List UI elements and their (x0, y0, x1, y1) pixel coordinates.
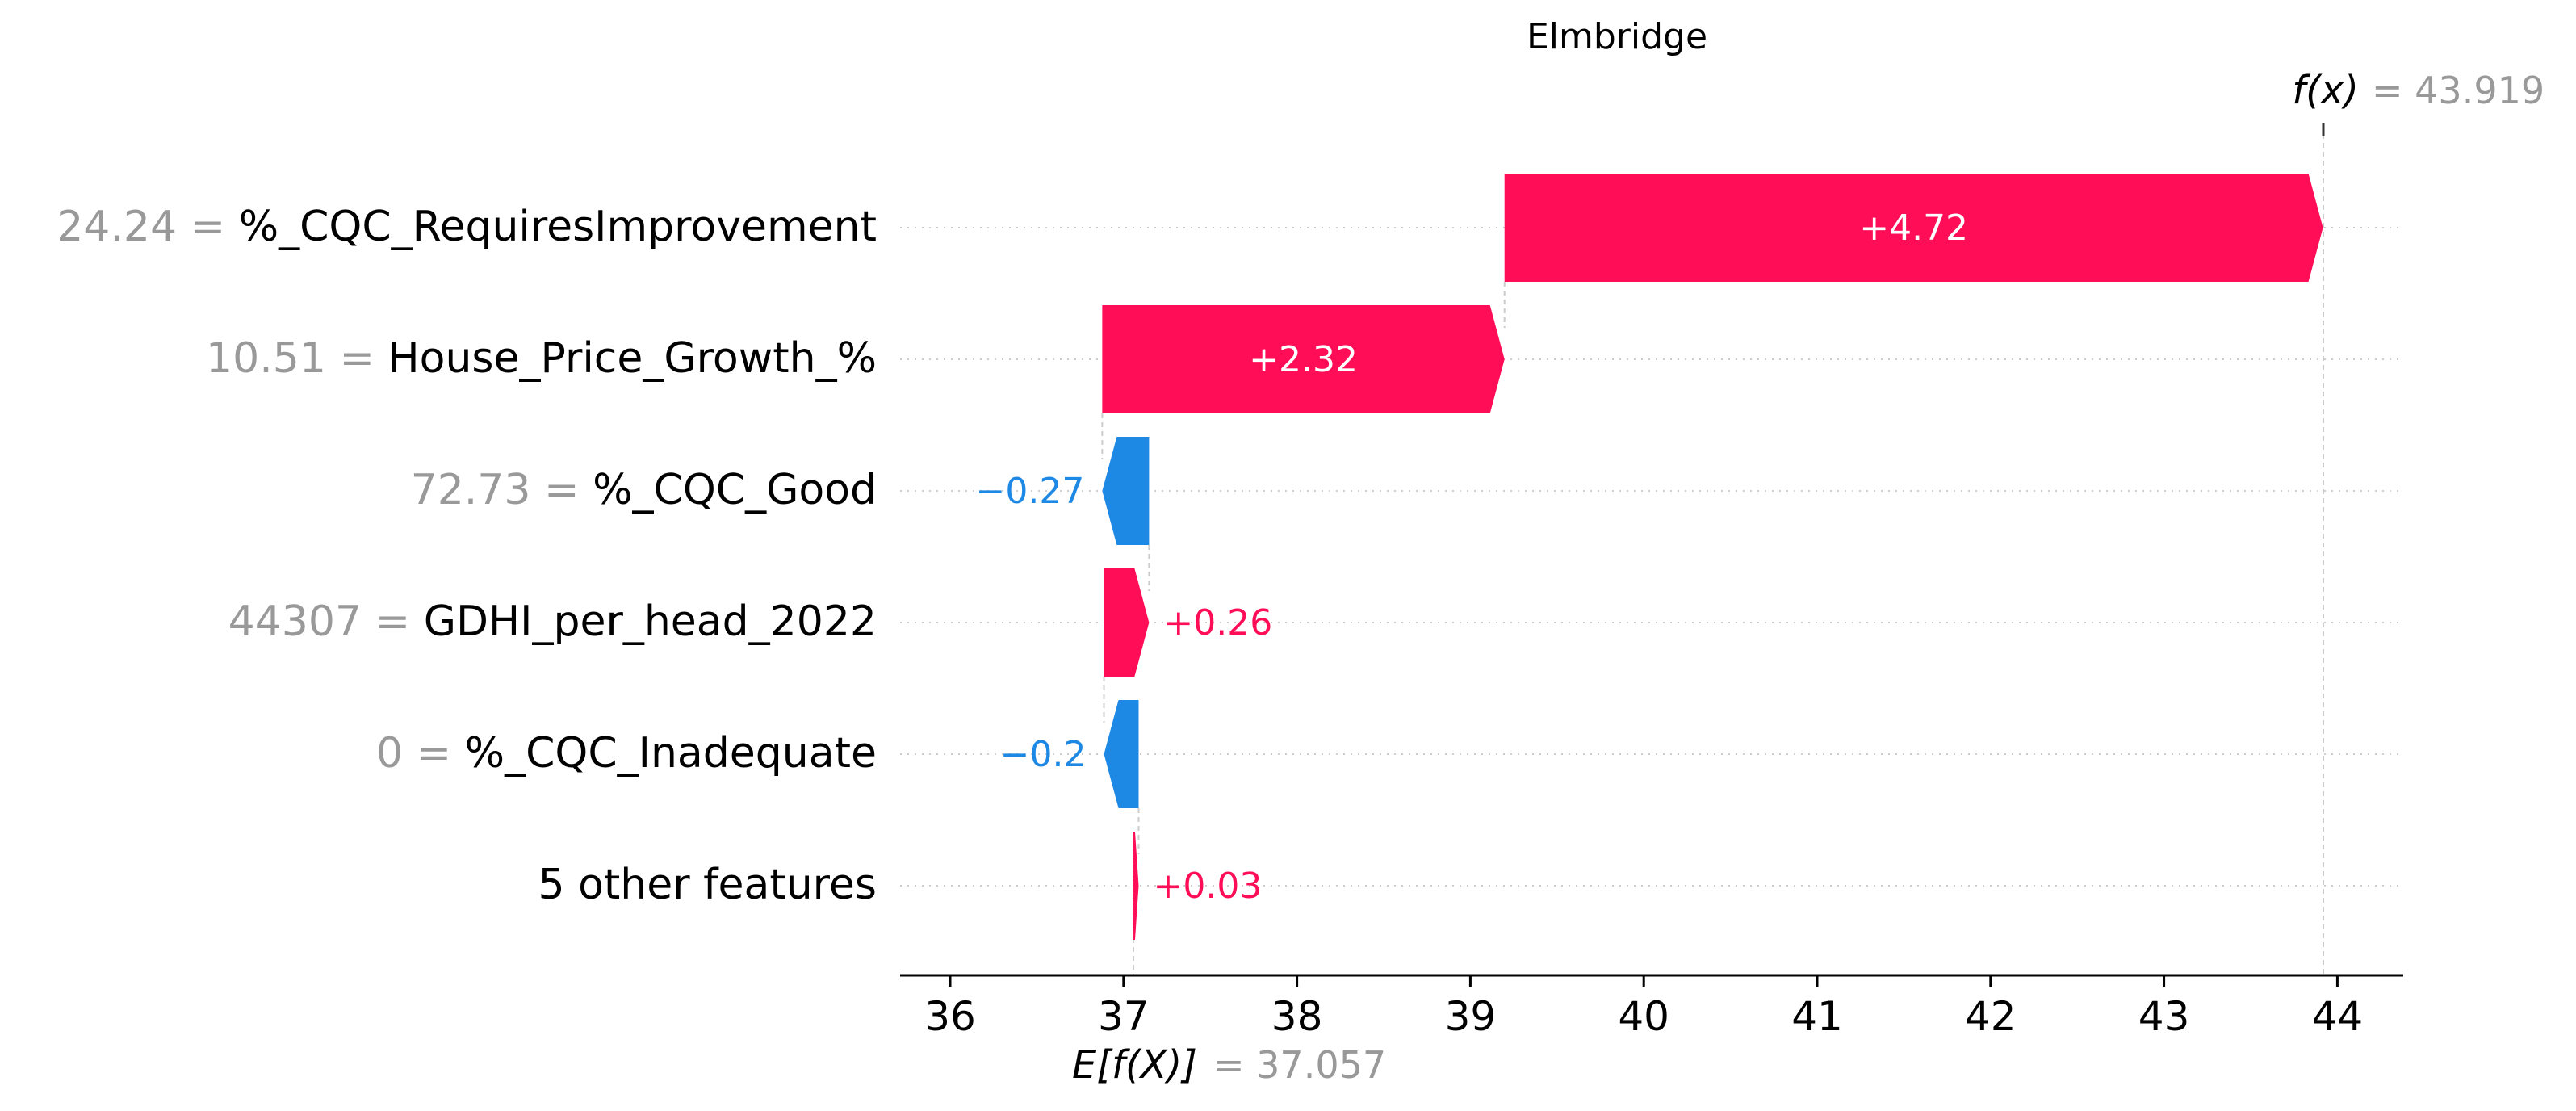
bars (1102, 174, 2323, 940)
x-tick-label: 41 (1791, 993, 1843, 1040)
positive-bar (1504, 174, 2323, 282)
bar-value-label: +2.32 (1249, 339, 1358, 380)
feature-value: 24.24 = (57, 203, 239, 251)
feature-name: %_CQC_RequiresImprovement (239, 203, 877, 251)
feature-value: 0 = (376, 729, 465, 778)
x-tick-label: 36 (924, 993, 976, 1040)
feature-name: %_CQC_Inadequate (465, 729, 877, 778)
negative-bar (1104, 700, 1139, 808)
positive-bar (1104, 568, 1150, 677)
positive-bar (1102, 305, 1505, 413)
feature-label: 24.24 = %_CQC_RequiresImprovement (57, 203, 877, 251)
x-axis: 36 37 38 39 40 41 42 43 44 (900, 974, 2403, 1040)
bar-value-label: −0.27 (976, 471, 1085, 512)
feature-label: 72.73 = %_CQC_Good (411, 466, 877, 514)
feature-label: 44307 = GDHI_per_head_2022 (228, 597, 877, 646)
output-value-text: = 43.919 (2372, 69, 2545, 112)
base-value-label: E[f(X)] (1072, 1042, 1197, 1088)
positive-bar (1133, 832, 1139, 940)
feature-name: 5 other features (538, 861, 877, 909)
feature-name: %_CQC_Good (593, 466, 877, 514)
feature-name: House_Price_Growth_% (388, 334, 877, 383)
chart-title: Elmbridge (1527, 16, 1707, 57)
x-tick-label: 44 (2312, 993, 2364, 1040)
x-tick-label: 42 (1965, 993, 2017, 1040)
x-tick-label: 43 (2138, 993, 2190, 1040)
bar-value-label: +0.03 (1153, 866, 1262, 907)
feature-value: 72.73 = (411, 466, 593, 514)
feature-label: 10.51 = House_Price_Growth_% (206, 334, 877, 383)
x-tick-label: 40 (1618, 993, 1669, 1040)
feature-label: 0 = %_CQC_Inadequate (376, 729, 877, 778)
x-tick-label: 39 (1445, 993, 1497, 1040)
base-value-text: = 37.057 (1213, 1043, 1386, 1087)
bar-value-label: +0.26 (1163, 602, 1272, 644)
negative-bar (1102, 437, 1150, 545)
feature-value: 10.51 = (206, 334, 388, 383)
bar-value-label: −0.2 (1000, 734, 1087, 775)
x-tick-label: 38 (1271, 993, 1323, 1040)
feature-label: 5 other features (538, 861, 877, 909)
feature-labels: 24.24 = %_CQC_RequiresImprovement 10.51 =… (57, 203, 877, 909)
output-value-label: f(x) (2292, 68, 2359, 113)
value-annotations: +4.72 +2.32 −0.27 +0.26 −0.2 +0.03 E[f(X)] = 37… (976, 68, 2545, 1088)
bar-value-label: +4.72 (1859, 208, 1968, 249)
x-tick-label: 37 (1098, 993, 1150, 1040)
feature-value: 44307 = (228, 597, 424, 646)
feature-name: GDHI_per_head_2022 (424, 597, 877, 646)
